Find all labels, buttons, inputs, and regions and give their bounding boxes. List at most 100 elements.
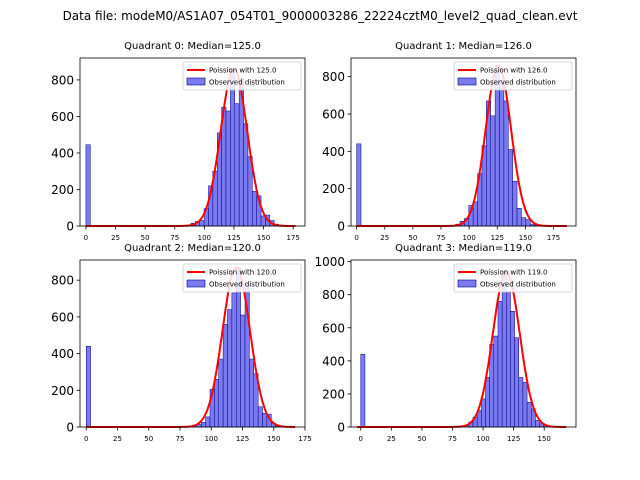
histogram-bar: [227, 309, 233, 428]
y-tick-label: 800: [51, 274, 74, 288]
x-tick-label: 125: [491, 234, 504, 242]
x-tick-label: 25: [387, 435, 396, 443]
histogram-bar: [481, 398, 486, 428]
x-tick-label: 0: [359, 435, 363, 443]
x-tick-label: 150: [519, 234, 532, 242]
histogram-bar: [525, 219, 531, 227]
histogram-bar: [201, 422, 206, 428]
y-tick-label: 400: [322, 145, 345, 159]
legend: Poission with 125.0 Observed distribution: [182, 61, 302, 91]
x-tick-label: 100: [462, 234, 475, 242]
legend: Poission with 120.0 Observed distribution: [182, 263, 302, 293]
x-tick-label: 175: [286, 234, 299, 242]
histogram-bars: [85, 68, 284, 227]
y-tick-label: 600: [322, 321, 345, 335]
panel-title: Quadrant 0: Median=125.0: [124, 41, 261, 52]
histogram-bar: [497, 301, 503, 428]
histogram-bar: [262, 412, 268, 428]
x-tick-label: 0: [84, 234, 88, 242]
y-tick-label: 400: [322, 354, 345, 368]
legend-observed-label: Observed distribution: [480, 281, 556, 289]
y-tick-label: 0: [66, 220, 74, 234]
histogram-bar: [214, 379, 219, 428]
y-tick-label: 1000: [314, 255, 345, 269]
x-tick-label: 175: [547, 234, 560, 242]
y-tick-label: 600: [51, 310, 74, 324]
y-tick-label: 600: [51, 110, 74, 124]
x-tick-label: 25: [380, 234, 389, 242]
quadrant-3-panel: Quadrant 3: Median=119.0 0 25 50 75 100 125 150…: [314, 243, 577, 443]
y-tick-label: 600: [322, 108, 345, 122]
x-tick-label: 75: [170, 234, 179, 242]
y-tick-label: 800: [51, 73, 74, 87]
legend-observed-label: Observed distribution: [480, 79, 556, 87]
histogram-bar: [499, 80, 505, 227]
histogram-bar: [243, 123, 249, 227]
panel-title: Quadrant 2: Median=120.0: [124, 243, 261, 254]
histogram-bar: [514, 337, 520, 428]
y-tick-label: 200: [322, 182, 345, 196]
x-tick-label: 100: [205, 435, 218, 443]
legend-bar-swatch: [457, 77, 477, 86]
y-tick-label: 200: [322, 387, 345, 401]
histogram-bar: [518, 377, 524, 428]
histogram-bar: [230, 68, 236, 227]
axes-frame: [350, 57, 577, 227]
y-tick-label: 800: [322, 70, 345, 84]
quadrant-1-panel: Quadrant 1: Median=126.0 0 25 50 75 100 125 150…: [322, 41, 577, 242]
figure-suptitle: Data file: modeM0/AS1A07_054T01_90000032…: [63, 9, 578, 23]
x-tick-label: 75: [448, 435, 457, 443]
poisson-fit-line: [357, 270, 567, 428]
histogram-bar: [199, 220, 205, 227]
histogram-bar: [252, 191, 257, 227]
y-tick-label: 400: [51, 146, 74, 160]
histogram-bar: [249, 358, 254, 428]
quadrant-0-panel: Quadrant 0: Median=125.0 0 25 50 75 100 125 150…: [51, 41, 306, 242]
histogram-bar: [257, 406, 263, 428]
histogram-bar: [522, 382, 528, 428]
histogram-bar: [234, 103, 240, 227]
y-tick-label: 200: [51, 384, 74, 398]
x-tick-label: 25: [113, 435, 122, 443]
legend-bar-swatch: [186, 77, 206, 86]
histogram-bar: [508, 149, 513, 227]
histogram-bar: [506, 291, 511, 428]
x-tick-label: 150: [267, 435, 280, 443]
histogram-bar: [516, 208, 522, 227]
panel-title: Quadrant 3: Median=119.0: [395, 243, 532, 254]
x-tick-label: 150: [538, 435, 551, 443]
histogram-bar: [535, 420, 540, 428]
legend: Poission with 126.0 Observed distribution: [453, 61, 573, 91]
x-tick-label: 175: [298, 435, 311, 443]
x-tick-label: 125: [236, 435, 249, 443]
axes-frame: [79, 57, 306, 227]
histogram-bars: [356, 65, 540, 227]
legend-box: [453, 61, 573, 91]
x-tick-label: 50: [408, 234, 417, 242]
x-tick-label: 50: [141, 234, 150, 242]
histogram-bar: [493, 335, 499, 428]
x-tick-label: 75: [437, 234, 446, 242]
histogram-bar: [218, 358, 224, 428]
histogram-bar: [222, 323, 228, 428]
x-tick-label: 100: [476, 435, 489, 443]
panel-title: Quadrant 1: Median=126.0: [395, 41, 532, 52]
histogram-bar: [225, 110, 231, 227]
histogram-bar: [510, 311, 515, 428]
x-tick-label: 0: [84, 435, 88, 443]
legend-box: [182, 61, 302, 91]
y-tick-label: 0: [337, 421, 345, 435]
histogram-bar: [485, 377, 490, 428]
histogram-bar: [501, 271, 507, 428]
histogram-bars: [360, 271, 549, 428]
histogram-bar: [85, 144, 91, 227]
legend-box: [182, 263, 302, 293]
legend-fit-label: Poission with 119.0: [480, 269, 548, 277]
x-tick-label: 125: [507, 435, 520, 443]
x-tick-label: 50: [144, 435, 153, 443]
legend-fit-label: Poission with 125.0: [209, 67, 277, 75]
legend-observed-label: Observed distribution: [209, 281, 285, 289]
histogram-bar: [356, 143, 362, 227]
histogram-bar: [86, 346, 91, 428]
x-tick-label: 25: [111, 234, 120, 242]
